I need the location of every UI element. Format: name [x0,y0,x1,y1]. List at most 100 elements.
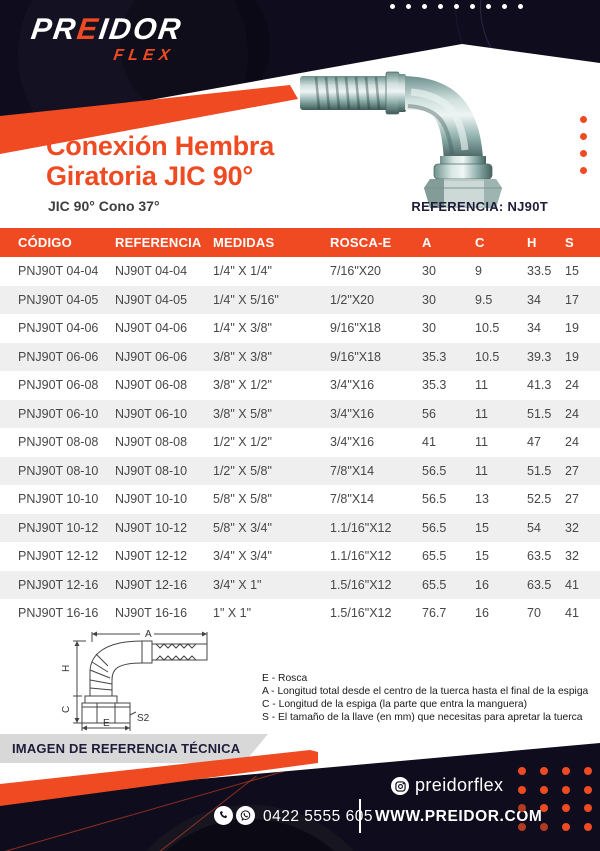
table-cell: NJ90T 06-06 [115,349,188,364]
dot [562,822,570,831]
table-cell: 56.5 [422,520,447,535]
side-dots-decoration [580,116,587,174]
phone-icon [214,806,233,825]
table-cell: 1.5/16"X12 [330,577,392,592]
website-url[interactable]: WWW.PREIDOR.COM [375,808,543,825]
table-cell: 9.5 [475,292,493,307]
table-cell: 9 [475,264,482,279]
table-cell: NJ90T 12-16 [115,577,188,592]
dot [390,4,395,9]
title-line-1: Conexión Hembra [46,131,275,161]
table-cell: PNJ90T 04-05 [18,292,99,307]
dot [580,150,587,157]
phone-number[interactable]: 0422 5555 605 [263,808,373,825]
dim-label-h: H [61,665,72,672]
table-cell: 5/8" X 5/8" [213,492,272,507]
legend-line: A - Longitud total desde el centro de la… [262,686,589,697]
table-cell: 39.3 [527,349,552,364]
table-cell: 56.5 [422,492,447,507]
table-cell: 35.3 [422,349,447,364]
table-cell: 13 [475,492,489,507]
product-reference: REFERENCIA: NJ90T [411,199,548,214]
table-header-cell: MEDIDAS [213,235,275,250]
table-cell: 16 [475,606,489,621]
table-cell: 9/16"X18 [330,321,382,336]
whatsapp-icon [236,806,255,825]
dot [486,4,491,9]
table-cell: 7/8"X14 [330,463,375,478]
table-cell: NJ90T 08-10 [115,463,188,478]
dot [540,767,548,775]
table-cell: 56.5 [422,463,447,478]
table-cell: NJ90T 10-12 [115,520,188,535]
table-cell: 30 [422,264,436,279]
table-cell: 70 [527,606,541,621]
brand-logo-sub: FLEX [112,47,176,64]
table-cell: NJ90T 04-05 [115,292,188,307]
dot [540,785,548,794]
dot [518,4,523,9]
table-cell: 7/8"X14 [330,492,375,507]
dot [540,804,548,812]
table-cell: PNJ90T 08-10 [18,463,99,478]
table-cell: NJ90T 10-10 [115,492,188,507]
dot [580,133,587,140]
table-cell: 10.5 [475,349,500,364]
table-cell: 34 [527,321,541,336]
dot [502,4,507,9]
table-cell: 52.5 [527,492,552,507]
page-title: Conexión Hembra Giratoria JIC 90° [46,131,274,191]
dim-label-e: E [103,718,110,729]
dot [562,767,570,775]
brand-logo-text: PREIDOR [29,13,184,46]
table-cell: PNJ90T 16-16 [18,606,99,621]
instagram-icon[interactable] [391,777,409,795]
dot [406,4,411,9]
table-cell: PNJ90T 06-06 [18,349,99,364]
table-cell: 3/4"X16 [330,378,375,393]
table-cell: 65.5 [422,549,447,564]
table-cell: 3/4" X 1" [213,577,262,592]
table-cell: PNJ90T 04-06 [18,321,99,336]
table-row: PNJ90T 12-12 NJ90T 12-12 3/4" X 3/4" 1.1/16… [0,542,600,571]
table-cell: 11 [475,463,488,478]
social-handle[interactable]: preidorflex [415,775,504,795]
table-row: PNJ90T 06-06 NJ90T 06-06 3/8" X 3/8" 9/16"X… [0,342,600,371]
table-cell: NJ90T 06-08 [115,378,188,393]
table-cell: PNJ90T 08-08 [18,435,99,450]
table-cell: 63.5 [527,549,552,564]
table-cell: 41 [422,435,436,450]
table-cell: NJ90T 04-04 [115,264,188,279]
legend-line: S - El tamaño de la llave (en mm) que ne… [262,712,583,723]
table-cell: 54 [527,520,541,535]
table-cell: 11 [475,406,488,421]
table-cell: 3/8" X 1/2" [213,378,272,393]
table-cell: 27 [565,492,579,507]
table-header-cell: ROSCA-E [330,235,392,250]
table-cell: 16 [475,577,489,592]
table-cell: 63.5 [527,577,552,592]
table-cell: PNJ90T 06-08 [18,378,99,393]
table-row: PNJ90T 04-06 NJ90T 04-06 1/4" X 3/8" 9/16"X… [0,314,600,343]
dot [540,822,548,831]
dot [438,4,443,9]
table-cell: 27 [565,463,579,478]
table-cell: 3/4"X16 [330,406,375,421]
dot [454,4,459,9]
table-cell: 30 [422,321,436,336]
table-body: PNJ90T 04-04 NJ90T 04-04 1/4" X 1/4" 7/16"X… [0,257,600,628]
table-cell: NJ90T 08-08 [115,435,188,450]
table-header-cell: REFERENCIA [115,235,202,250]
dot [518,767,526,775]
table-cell: 11 [475,435,488,450]
table-row: PNJ90T 10-10 NJ90T 10-10 5/8" X 5/8" 7/8"X1… [0,485,600,514]
table-cell: PNJ90T 10-10 [18,492,99,507]
logo-part: PR [29,13,80,46]
table-row: PNJ90T 12-16 NJ90T 12-16 3/4" X 1" 1.5/16"X… [0,570,600,599]
table-row: PNJ90T 08-10 NJ90T 08-10 1/2" X 5/8" 7/8"X1… [0,456,600,485]
table-cell: 24 [565,406,579,421]
table-header-cell: S [565,235,574,250]
dot [584,804,592,812]
table-cell: 15 [475,549,489,564]
dot [518,804,526,812]
